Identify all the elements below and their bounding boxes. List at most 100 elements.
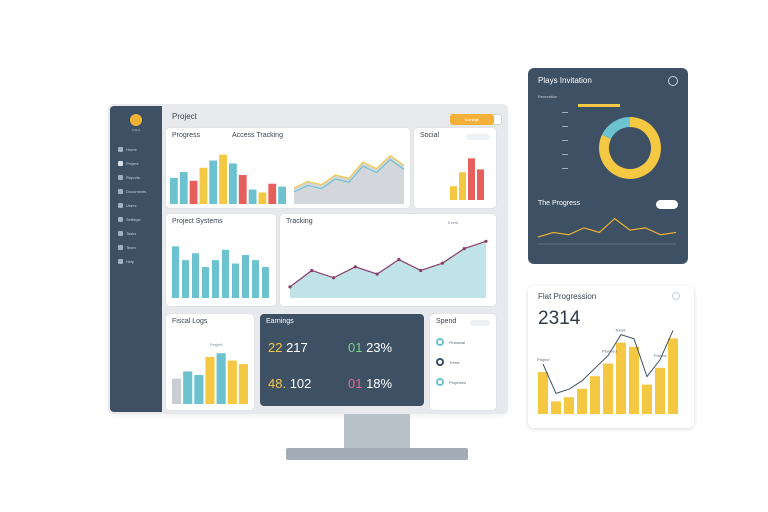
- sidebar-item-tasks[interactable]: Tasks: [118, 228, 158, 238]
- folder-icon: [118, 160, 123, 166]
- spend-card: Spend Financial Trend Projected: [430, 314, 496, 410]
- data-point: [419, 268, 423, 273]
- sidebar-item-help[interactable]: Help: [118, 256, 158, 266]
- data-point: [484, 239, 488, 243]
- spend-item[interactable]: Financial: [436, 338, 465, 346]
- monitor-screen: brand Home Project Reports Documents Users Se…: [108, 104, 508, 414]
- flat-progression-chart: Project Planned Trend Project: [537, 328, 678, 414]
- bar: [212, 260, 219, 298]
- spend-item[interactable]: Trend: [436, 358, 459, 366]
- data-point: [462, 246, 466, 251]
- bar: [668, 338, 678, 414]
- progress-card: Progress Access Tracking: [166, 128, 410, 208]
- sidebar-item-label: Home: [126, 146, 137, 152]
- spend-item-label: Projected: [449, 379, 466, 385]
- spend-filter[interactable]: [470, 320, 490, 326]
- team-icon: [118, 244, 123, 250]
- bar: [629, 346, 639, 414]
- trend-label: Project: [537, 357, 550, 362]
- area-line: [289, 240, 487, 288]
- bar: [278, 186, 286, 204]
- sidebar-item-settings[interactable]: Settings: [118, 214, 158, 224]
- tick-mark: [562, 154, 568, 155]
- social-chart: [450, 158, 484, 200]
- bar: [182, 260, 189, 298]
- donut-slice: [599, 117, 661, 179]
- tick-mark: [562, 126, 568, 127]
- progress-title: Progress: [172, 132, 201, 139]
- sidebar: brand Home Project Reports Documents Users Se…: [110, 106, 162, 412]
- brand-logo[interactable]: [130, 114, 142, 126]
- bar: [642, 384, 652, 414]
- fiscal-marker-label: Project: [210, 342, 223, 347]
- bar: [172, 378, 182, 404]
- sidebar-item-team[interactable]: Team: [118, 242, 158, 252]
- info-icon[interactable]: [672, 292, 680, 300]
- bar: [232, 263, 239, 298]
- sidebar-item-home[interactable]: Home: [118, 144, 158, 154]
- flat-progression-title: Flat Progression: [538, 292, 597, 301]
- bar: [202, 267, 209, 298]
- bar: [172, 246, 179, 298]
- trend-line: [542, 330, 674, 395]
- page-title: Project: [172, 112, 197, 121]
- sidebar-item-reports[interactable]: Reports: [118, 172, 158, 182]
- sidebar-item-users[interactable]: Users: [118, 200, 158, 210]
- spend-item[interactable]: Projected: [436, 378, 466, 386]
- fiscal-logs-chart: [172, 353, 248, 404]
- close-icon[interactable]: [668, 76, 678, 86]
- line-series: [537, 217, 677, 238]
- users-icon: [118, 202, 123, 208]
- sidebar-item-label: Project: [126, 160, 139, 166]
- area-line: [293, 154, 405, 189]
- area-fill: [294, 155, 404, 204]
- progress-chart: [170, 154, 405, 204]
- tracking-card: Tracking Event: [280, 214, 496, 306]
- bar: [551, 401, 561, 414]
- chart-icon: [118, 174, 123, 180]
- sidebar-item-label: Help: [126, 258, 135, 264]
- sidebar-item-label: Documents: [126, 188, 147, 194]
- bar: [538, 372, 548, 414]
- fiscal-logs-card: Fiscal Logs Project: [166, 314, 254, 410]
- data-point: [397, 257, 401, 262]
- manage-button[interactable]: Manage: [450, 114, 494, 125]
- kpi-1: 22 217: [268, 340, 308, 355]
- bar: [219, 154, 227, 204]
- plays-invitation-title: Plays Invitation: [538, 76, 592, 85]
- spend-item-label: Financial: [449, 339, 466, 345]
- bar: [655, 367, 665, 414]
- bar: [564, 397, 574, 414]
- bar: [222, 249, 229, 298]
- access-tracking-title: Access Tracking: [232, 132, 283, 139]
- bar: [209, 160, 218, 204]
- sidebar-item-label: Users: [126, 202, 137, 208]
- data-point: [288, 285, 292, 289]
- home-icon: [118, 146, 123, 152]
- tracking-legend: Event: [448, 220, 459, 225]
- donut-slice: [601, 117, 631, 140]
- trend-label: Project: [654, 353, 667, 358]
- bar: [477, 169, 484, 200]
- bar: [179, 172, 188, 204]
- monitor-stand-neck: [344, 414, 410, 450]
- bar: [238, 364, 248, 404]
- social-filter[interactable]: [466, 134, 490, 140]
- trend-label: Trend: [615, 328, 625, 333]
- progress-toggle[interactable]: [656, 200, 678, 209]
- data-point: [375, 272, 379, 276]
- sidebar-item-label: Team: [126, 244, 136, 250]
- kpi-3: 48. 102: [268, 376, 312, 391]
- bar: [268, 183, 277, 204]
- project-systems-chart: [172, 246, 269, 298]
- tick-mark: [562, 112, 568, 113]
- tracking-chart: [288, 239, 488, 298]
- spend-title: Spend: [436, 318, 457, 325]
- sidebar-item-project[interactable]: Project: [118, 158, 158, 168]
- progress-bar: [578, 104, 620, 107]
- task-icon: [118, 230, 123, 236]
- bar: [459, 172, 466, 200]
- bar: [170, 177, 178, 204]
- sidebar-item-documents[interactable]: Documents: [118, 186, 158, 196]
